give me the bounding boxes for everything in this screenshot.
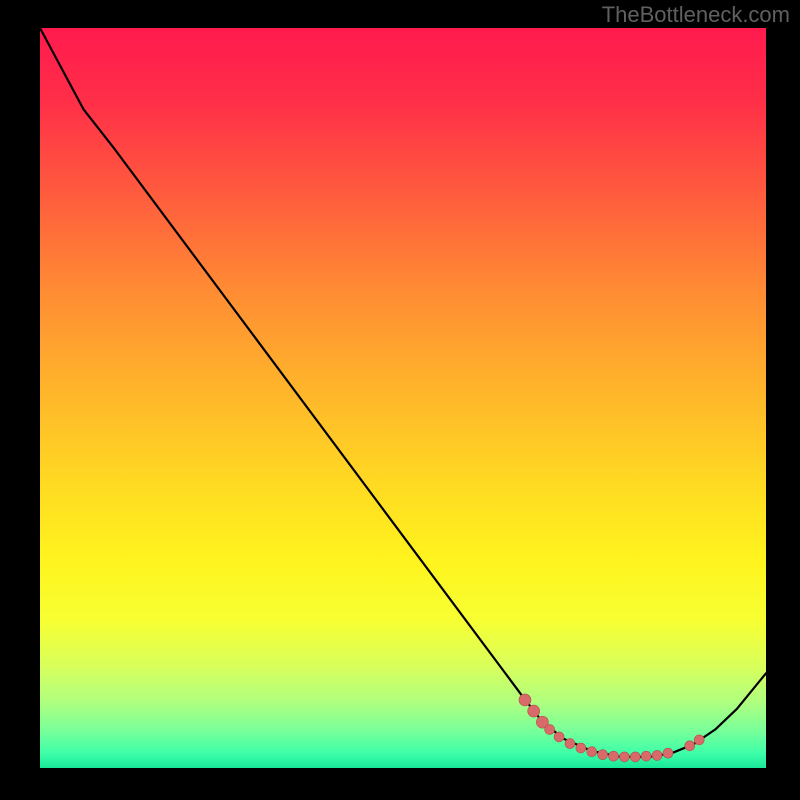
data-marker xyxy=(609,751,619,761)
chart-svg xyxy=(0,0,800,800)
data-marker xyxy=(630,752,640,762)
data-marker xyxy=(663,748,673,758)
data-marker xyxy=(528,705,540,717)
data-marker xyxy=(554,732,564,742)
data-marker xyxy=(519,694,531,706)
data-marker xyxy=(685,741,695,751)
data-marker xyxy=(619,752,629,762)
data-marker xyxy=(545,725,555,735)
watermark-label: TheBottleneck.com xyxy=(602,2,790,28)
data-marker xyxy=(652,750,662,760)
data-marker xyxy=(641,751,651,761)
data-marker xyxy=(565,739,575,749)
data-marker xyxy=(587,747,597,757)
data-marker xyxy=(598,750,608,760)
data-marker xyxy=(576,743,586,753)
data-marker xyxy=(694,735,704,745)
plot-gradient-background xyxy=(40,28,766,768)
